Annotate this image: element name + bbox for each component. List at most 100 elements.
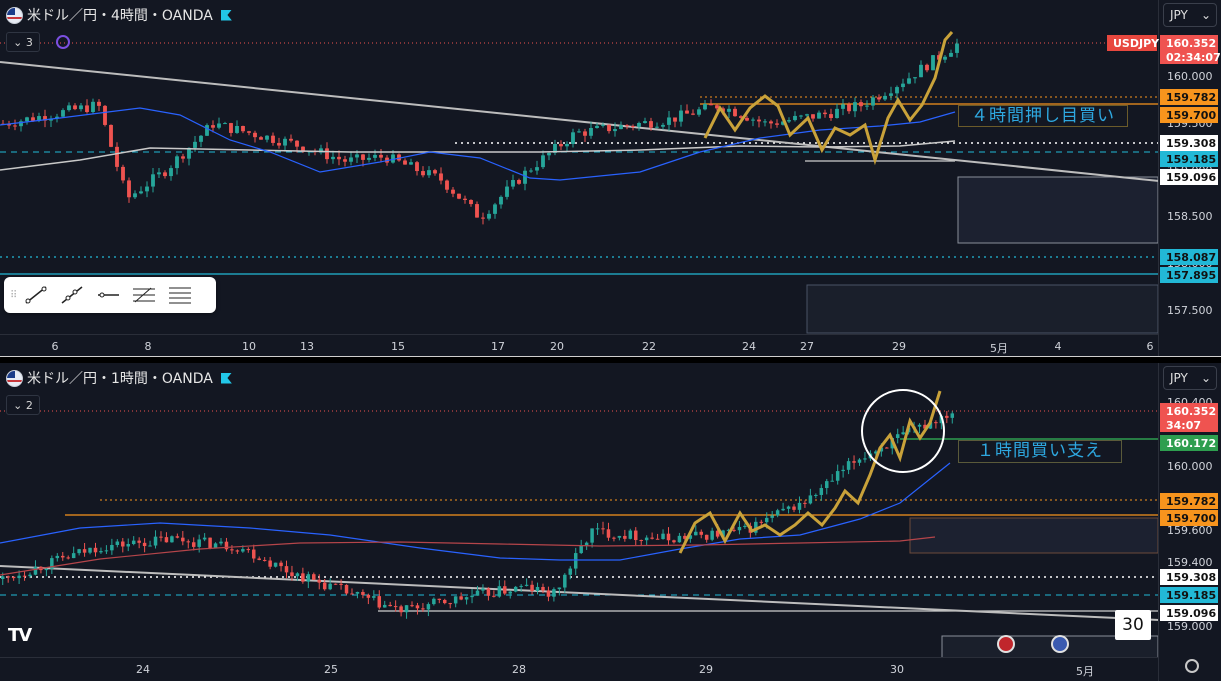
support-price-tag: 160.172 — [1160, 435, 1218, 451]
chart-pane-4h[interactable]: 米ドル／円・4時間・OANDA ⌄ 3 ４時間押し目買い ⠿ 6 8 10 13 15 1… — [0, 0, 1221, 356]
currency-value: JPY — [1170, 371, 1188, 385]
candle-body — [672, 540, 676, 543]
price-label: 160.000 — [1167, 70, 1213, 83]
price-tag: 159.700 — [1160, 107, 1218, 123]
candle-body — [77, 549, 81, 554]
time-label: 6 — [51, 340, 59, 353]
ray-tool-icon[interactable] — [54, 280, 90, 310]
tradingview-logo[interactable]: TV — [8, 625, 32, 646]
candle-body — [519, 585, 523, 587]
candle-body — [213, 543, 218, 548]
price-axis-4h[interactable]: JPY⌄ 160.000159.500159.000158.500158.000… — [1107, 0, 1221, 356]
price-label: 159.600 — [1167, 524, 1213, 537]
candle-body — [91, 101, 95, 113]
us-event-icon[interactable] — [1051, 635, 1069, 653]
candle-body — [284, 566, 289, 573]
candle-body — [805, 114, 809, 116]
chart-pane-1h[interactable]: 米ドル／円・1時間・OANDA ⌄ 2 １時間買い支え TV 30 24 25 28… — [0, 363, 1221, 681]
candle-body — [361, 154, 365, 160]
indicator-toggle[interactable]: ⌄ 2 — [6, 395, 40, 415]
candle-body — [349, 157, 353, 162]
candle-body — [252, 549, 256, 559]
candle-body — [197, 539, 201, 547]
zone-box — [957, 176, 1159, 244]
pane-divider[interactable] — [0, 356, 1221, 364]
candle-body — [0, 576, 5, 579]
candle-body — [541, 155, 545, 168]
candle-body — [93, 547, 98, 553]
time-axis-1h[interactable]: 24 25 28 29 30 5月 — [0, 657, 1159, 680]
chart-canvas-4h[interactable] — [0, 0, 1159, 334]
candle-body — [757, 119, 761, 122]
candle-body — [601, 528, 605, 530]
horizontal-ray-tool-icon[interactable] — [90, 280, 126, 310]
candle-body — [595, 528, 600, 530]
fib-tool-icon[interactable] — [126, 280, 162, 310]
candle-body — [814, 494, 818, 496]
candle-body — [889, 93, 893, 96]
candle-body — [421, 171, 425, 176]
candle-body — [159, 536, 163, 538]
symbol-title-1h[interactable]: 米ドル／円・1時間・OANDA — [6, 368, 232, 388]
time-axis-4h[interactable]: 6 8 10 13 15 17 20 22 24 27 29 5月 4 6 — [0, 334, 1159, 356]
settings-icon[interactable] — [1185, 659, 1199, 673]
candle-body — [759, 521, 764, 523]
candle-body — [577, 131, 581, 133]
candle-body — [852, 461, 856, 463]
price-tag: 159.308 — [1160, 569, 1218, 585]
candle-body — [19, 121, 23, 127]
candle-body — [257, 558, 261, 560]
currency-select-1h[interactable]: JPY ⌄ — [1163, 366, 1217, 390]
candle-body — [792, 506, 796, 510]
candle-body — [235, 550, 240, 552]
drawing-toolbar[interactable]: ⠿ — [4, 277, 216, 313]
candle-body — [241, 126, 245, 132]
counter-badge: 30 — [1115, 610, 1151, 640]
event-marker-icon[interactable] — [997, 635, 1015, 653]
currency-select-4h[interactable]: JPY ⌄ — [1163, 3, 1217, 27]
countdown-tag: 02:34:07 — [1160, 50, 1221, 64]
candle-body — [743, 525, 747, 527]
parallel-lines-tool-icon[interactable] — [162, 280, 198, 310]
candle-body — [606, 529, 611, 538]
candle-body — [817, 112, 821, 119]
candle-body — [769, 121, 773, 124]
chart-canvas-1h[interactable] — [0, 363, 1159, 657]
annotation-4h[interactable]: ４時間押し目買い — [958, 105, 1128, 127]
candle-body — [115, 541, 120, 545]
candle-body — [508, 591, 512, 594]
candle-body — [410, 605, 414, 607]
candle-body — [559, 143, 563, 147]
flag-bookmark-icon[interactable] — [220, 9, 232, 21]
candle-body — [699, 531, 703, 535]
candle-body — [426, 604, 431, 610]
indicator-toggle[interactable]: ⌄ 3 — [6, 32, 40, 52]
candle-body — [625, 125, 629, 127]
candle-body — [211, 125, 215, 128]
candle-body — [565, 143, 569, 147]
candle-body — [259, 137, 263, 140]
moving-average-slow — [0, 536, 936, 576]
price-axis-1h[interactable]: JPY⌄ 160.400160.000159.600159.400159.000… — [1158, 363, 1221, 681]
candle-body — [524, 584, 529, 586]
flag-bookmark-icon[interactable] — [220, 372, 232, 384]
symbol-title-4h[interactable]: 米ドル／円・4時間・OANDA — [6, 5, 232, 25]
candle-body — [322, 582, 327, 590]
candle-body — [388, 604, 392, 607]
candle-body — [253, 132, 257, 138]
price-tag: 159.308 — [1160, 135, 1218, 151]
chevron-down-icon: ⌄ — [1200, 8, 1211, 22]
annotation-1h[interactable]: １時間買い支え — [958, 440, 1122, 463]
drag-handle-icon[interactable]: ⠿ — [10, 289, 18, 301]
trendline — [0, 565, 1159, 621]
candle-body — [37, 116, 41, 121]
candle-body — [639, 540, 643, 542]
trendline-tool-icon[interactable] — [18, 280, 54, 310]
candle-body — [517, 180, 521, 184]
candle-body — [79, 105, 83, 110]
candle-body — [619, 125, 623, 130]
candle-body — [913, 77, 917, 79]
price-tag: 159.782 — [1160, 493, 1218, 509]
candle-body — [919, 64, 923, 78]
candle-body — [61, 555, 65, 558]
